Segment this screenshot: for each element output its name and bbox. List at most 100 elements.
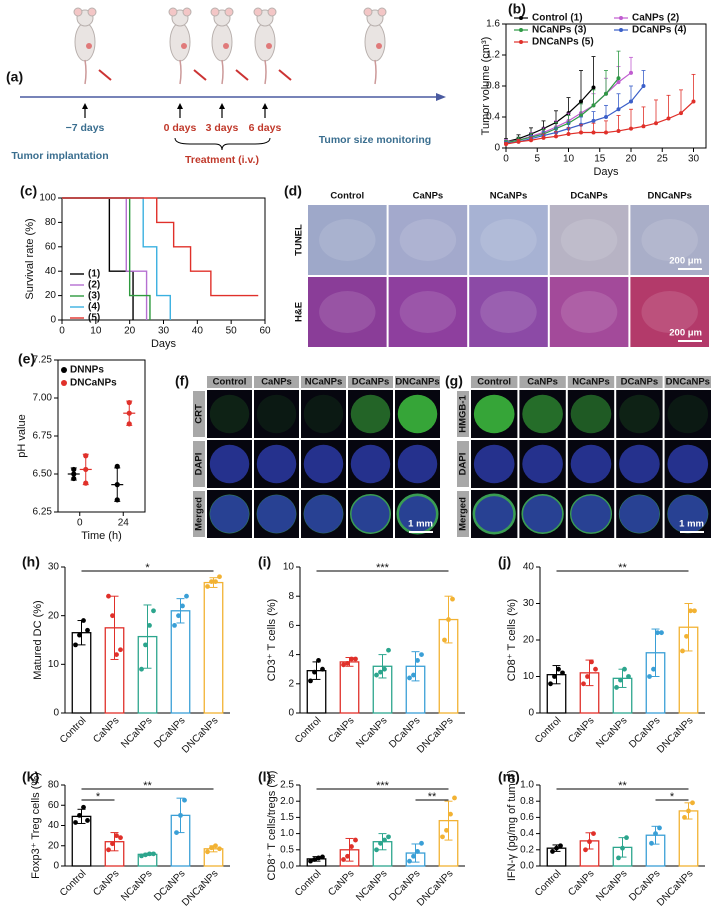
point — [504, 142, 508, 147]
point — [77, 812, 82, 818]
x-axis-label: Time (h) — [81, 530, 122, 542]
legend-label: DNNPs — [70, 365, 104, 376]
y-tick-label: 0 — [53, 861, 59, 872]
x-tick-label: 60 — [259, 326, 271, 337]
point — [85, 818, 90, 823]
point — [446, 617, 451, 622]
tumor — [376, 43, 382, 49]
point — [593, 666, 598, 672]
point — [411, 672, 416, 678]
point — [386, 647, 391, 653]
mouse-ear — [224, 7, 234, 17]
point — [312, 857, 317, 862]
panel-label: (j) — [498, 554, 511, 570]
point — [83, 466, 89, 473]
point — [81, 618, 86, 623]
tissue — [521, 493, 564, 535]
syringe — [235, 69, 249, 81]
y-tick-label: 2.0 — [280, 796, 294, 807]
y-tick-label: 0.2 — [520, 844, 534, 855]
monitoring-label: Tumor size monitoring — [319, 134, 431, 146]
tissue — [350, 444, 391, 484]
point — [386, 834, 391, 840]
point — [556, 666, 561, 672]
column-header-bg — [567, 376, 615, 388]
y-tick-label: 0.4 — [486, 112, 500, 123]
tissue — [396, 493, 439, 535]
point — [448, 811, 453, 817]
panel-label: (d) — [284, 183, 302, 199]
point — [73, 820, 78, 825]
point — [118, 647, 123, 653]
point — [516, 139, 521, 144]
y-axis-label: pH value — [16, 414, 28, 457]
row-header: Merged — [458, 497, 469, 531]
point — [345, 660, 350, 666]
y-tick-label: 10 — [523, 671, 535, 682]
point — [85, 627, 90, 633]
legend-label: (5) — [88, 313, 100, 324]
point — [581, 681, 586, 687]
point — [320, 666, 325, 672]
column-header-bg — [301, 376, 346, 388]
point — [114, 463, 120, 469]
mouse-body — [74, 22, 96, 62]
tissue — [522, 394, 563, 434]
mouse-body — [211, 22, 233, 62]
timepoint-label: 0 days — [164, 122, 197, 134]
micrograph — [308, 277, 387, 347]
tissue — [209, 444, 250, 484]
column-header: CaNPs — [413, 191, 444, 202]
panel-label: (m) — [498, 769, 520, 785]
point — [209, 579, 214, 584]
point — [209, 845, 214, 851]
bar — [339, 661, 360, 714]
y-tick-label: 1.0 — [280, 828, 294, 839]
column-header-bg — [471, 376, 518, 388]
column-header-bg — [348, 376, 393, 388]
point — [73, 642, 78, 648]
point — [182, 797, 187, 803]
point — [626, 674, 631, 679]
mouse-ear — [363, 7, 373, 17]
y-tick-label: 0.4 — [520, 828, 534, 839]
column-header-bg — [519, 376, 566, 388]
tissue — [209, 494, 250, 534]
significance-label: *** — [376, 562, 390, 574]
micrograph-texture — [319, 291, 376, 333]
scale-bar-label: 200 μm — [669, 256, 702, 267]
y-tick-label: 10 — [283, 562, 295, 573]
mouse-ear — [377, 7, 387, 17]
row-header-bg — [457, 391, 469, 437]
significance-label: * — [670, 791, 675, 803]
point — [126, 399, 132, 406]
point — [591, 103, 596, 108]
tissue — [397, 394, 438, 434]
y-tick-label: 20 — [48, 840, 60, 851]
point — [151, 608, 156, 614]
x-tick-label: 50 — [226, 326, 238, 337]
micrograph-texture — [399, 219, 457, 261]
mouse-ear — [182, 7, 192, 17]
point — [583, 847, 588, 853]
tissue — [619, 444, 660, 484]
y-tick-label: 0 — [494, 143, 500, 154]
column-header: Control — [330, 191, 364, 202]
y-tick-label: 1.0 — [520, 780, 534, 791]
mouse-body — [254, 22, 276, 62]
point — [616, 76, 621, 81]
time-arrowhead — [82, 103, 88, 109]
point — [71, 471, 77, 477]
point — [604, 115, 608, 119]
micrograph-texture — [641, 291, 698, 333]
micrograph — [388, 205, 468, 275]
legend-label: Control (1) — [532, 13, 583, 24]
legend-label: (3) — [88, 291, 100, 302]
point — [651, 666, 656, 672]
x-tick-label: 10 — [563, 154, 575, 165]
micrograph-texture — [560, 291, 618, 333]
y-tick-label: 1.2 — [486, 50, 500, 61]
legend-marker — [619, 16, 623, 20]
point — [629, 126, 633, 131]
point — [114, 497, 120, 503]
